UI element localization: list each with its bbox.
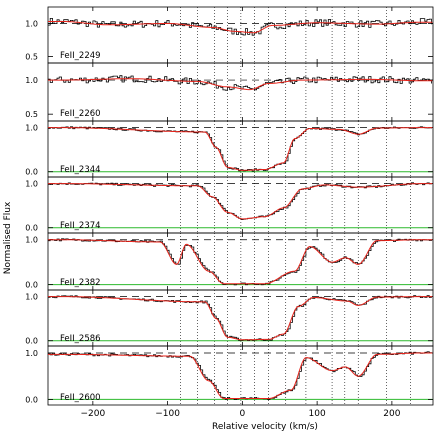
x-axis-label: Relative velocity (km/s) [212, 422, 318, 432]
y-tick-label: 0.5 [25, 110, 38, 119]
y-tick-label: 0.5 [25, 52, 38, 61]
panel-frame [47, 176, 434, 234]
y-tick-label: 1.0 [25, 349, 38, 358]
y-tick-label: 0.0 [25, 224, 38, 233]
model-fit [48, 239, 433, 285]
panel-feii_2344: 0.0 1.0 FeII_2344 [25, 120, 434, 178]
x-tick-label: 200 [383, 409, 400, 419]
panel-label: FeII_2374 [60, 221, 101, 231]
panel-frame [47, 6, 434, 64]
panel-feii_2260: 0.5 1.0 FeII_2260 [25, 62, 434, 122]
panel-feii_2600: 0.0 1.0 FeII_2600 [25, 345, 434, 406]
data-spectrum [48, 351, 432, 400]
y-tick-label: 1.0 [25, 124, 38, 133]
y-tick-label: 0.0 [25, 281, 38, 290]
panel-label: FeII_2249 [60, 51, 101, 61]
y-tick-label: 1.0 [25, 293, 38, 302]
model-fit [48, 183, 433, 220]
panel-frame [47, 345, 434, 406]
data-spectrum [48, 238, 432, 286]
data-spectrum [48, 75, 432, 91]
y-axis-label: Normalised Flux [3, 201, 13, 274]
model-fit [48, 296, 433, 341]
model-fit [48, 78, 433, 91]
y-tick-label: 0.0 [25, 168, 38, 177]
panel-feii_2374: 0.0 1.0 FeII_2374 [25, 176, 434, 234]
model-fit [48, 352, 433, 399]
panel-label: FeII_2260 [60, 109, 101, 119]
panel-frame [47, 62, 434, 122]
panel-stack: 0.5 1.0 FeII_2249 0.5 1.0 FeII_2260 0.0 1.0 FeII… [25, 6, 434, 406]
panel-label: FeII_2344 [60, 165, 101, 175]
panel-feii_2586: 0.0 1.0 FeII_2586 [25, 289, 434, 347]
y-tick-label: 0.0 [25, 337, 38, 346]
model-fit [48, 127, 433, 171]
x-tick-label: 100 [309, 409, 326, 419]
y-tick-label: 1.0 [25, 236, 38, 245]
x-tick-label: −100 [155, 409, 180, 419]
panel-label: FeII_2600 [60, 393, 101, 403]
y-tick-label: 1.0 [25, 19, 38, 28]
y-tick-label: 0.0 [25, 395, 38, 404]
x-tick-label: −200 [80, 409, 105, 419]
data-spectrum [48, 126, 432, 172]
y-tick-label: 1.0 [25, 180, 38, 189]
x-axis: −200 −100 0 100 200 [80, 409, 400, 419]
y-tick-label: 1.0 [25, 76, 38, 85]
model-fit [48, 21, 433, 34]
panel-label: FeII_2586 [60, 334, 101, 344]
data-spectrum [48, 295, 432, 341]
panel-feii_2249: 0.5 1.0 FeII_2249 [25, 6, 434, 64]
data-spectrum [48, 182, 432, 220]
data-spectrum [48, 18, 432, 36]
panel-feii_2382: 0.0 1.0 FeII_2382 [25, 232, 434, 291]
panel-label: FeII_2382 [60, 278, 101, 288]
x-tick-label: 0 [240, 409, 246, 419]
